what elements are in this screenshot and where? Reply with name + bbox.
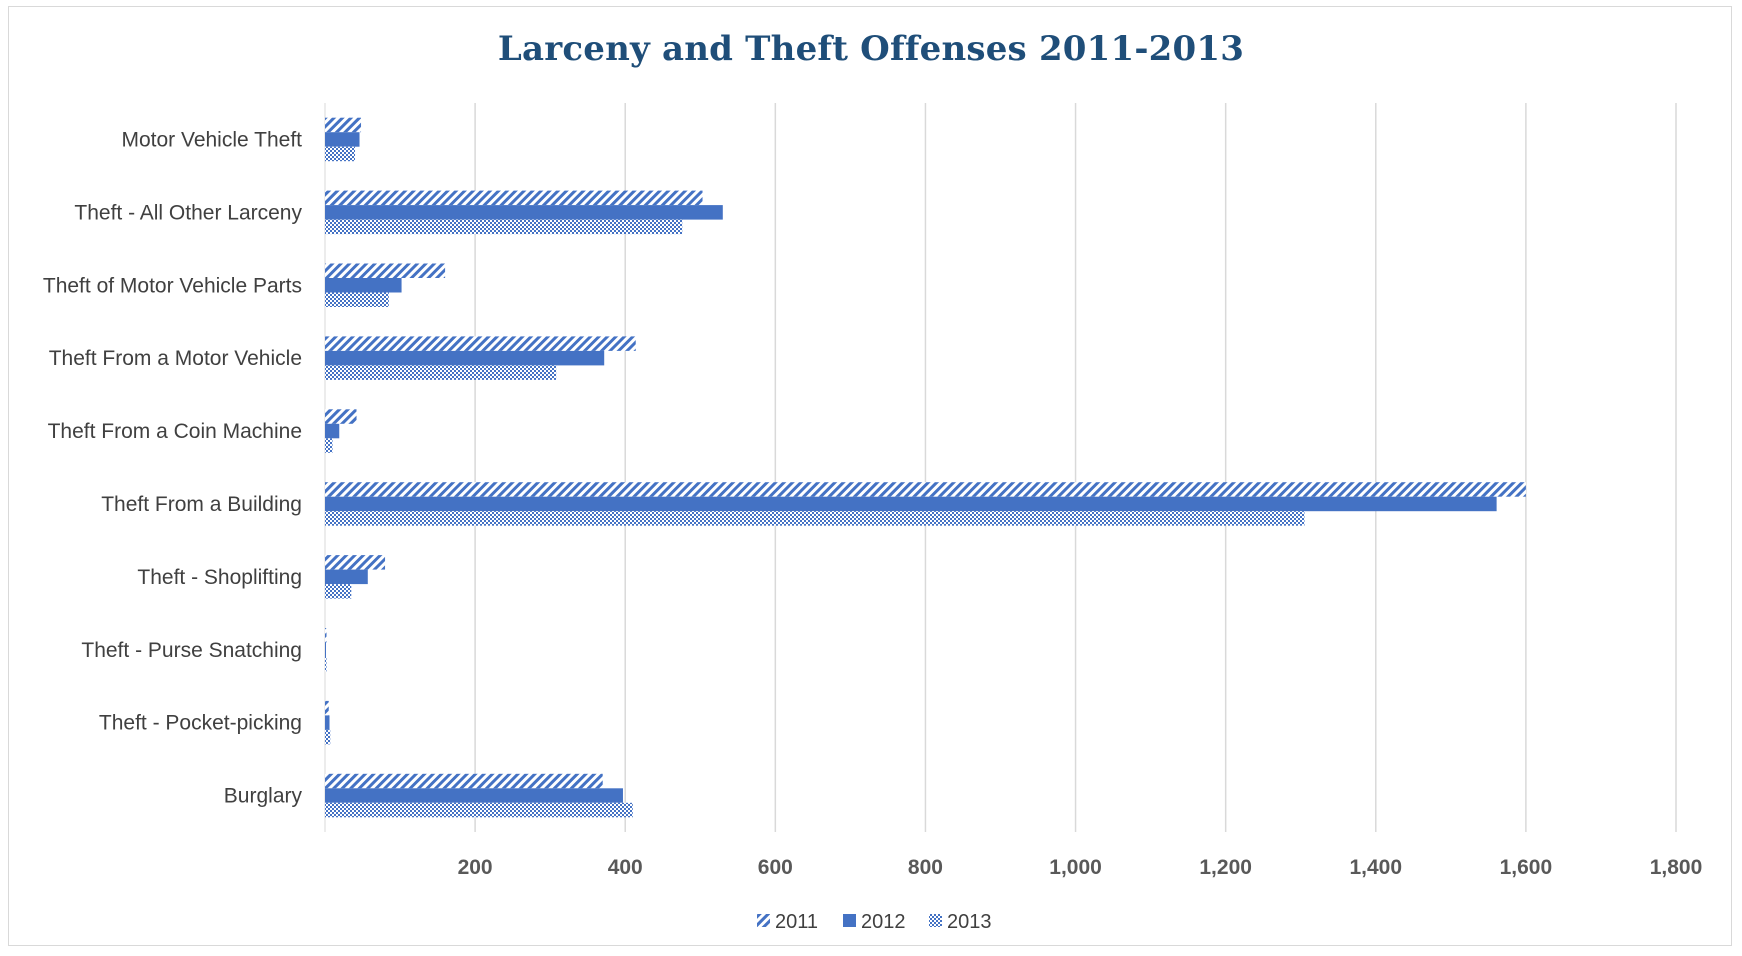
- bar-2013-theft-shoplifting: [325, 584, 352, 599]
- bar-2013-theft-all-other-larceny: [325, 219, 683, 235]
- category-labels: Motor Vehicle Theft Theft - All Other Lar…: [43, 128, 303, 807]
- bar-2012-theft-shoplifting: [325, 569, 368, 585]
- bar-2011-theft-purse-snatching: [325, 628, 327, 643]
- bar-2013-theft-from-a-motor-vehicle: [325, 365, 557, 380]
- bar-2011-burglary: [325, 773, 603, 789]
- bar-2011-theft-all-other-larceny: [325, 190, 703, 206]
- bar-2012-theft-of-motor-vehicle-parts: [325, 278, 402, 293]
- x-tick-label: 800: [908, 856, 943, 879]
- x-tick-label: 600: [758, 856, 793, 879]
- x-tick-label: 1,600: [1500, 856, 1553, 879]
- bar-2013-theft-from-a-building: [325, 511, 1305, 526]
- bar-2012-theft-from-a-motor-vehicle: [325, 350, 605, 366]
- bar-2011-theft-from-a-motor-vehicle: [325, 336, 636, 351]
- bars-layer: [325, 117, 1526, 818]
- bar-2012-motor-vehicle-theft: [325, 132, 360, 147]
- category-label-theft-of-motor-vehicle-parts: Theft of Motor Vehicle Parts: [43, 274, 302, 297]
- category-label-motor-vehicle-theft: Motor Vehicle Theft: [121, 128, 302, 151]
- bar-2011-theft-from-a-building: [325, 482, 1526, 497]
- bar-2012-burglary: [325, 788, 623, 803]
- bar-2013-theft-from-a-coin-machine: [325, 438, 333, 453]
- legend-label-2013: 2013: [947, 911, 992, 933]
- category-label-burglary: Burglary: [224, 785, 303, 808]
- category-label-theft-all-other-larceny: Theft - All Other Larceny: [74, 201, 302, 224]
- bar-2011-motor-vehicle-theft: [325, 117, 362, 133]
- bar-2011-theft-of-motor-vehicle-parts: [325, 263, 446, 278]
- bar-2013-theft-pocket-picking: [325, 729, 331, 745]
- chart-title: Larceny and Theft Offenses 2011-2013: [497, 29, 1245, 69]
- bar-2011-theft-shoplifting: [325, 555, 386, 570]
- bar-2012-theft-from-a-coin-machine: [325, 423, 340, 439]
- category-label-theft-from-a-coin-machine: Theft From a Coin Machine: [48, 420, 302, 443]
- bar-2012-theft-purse-snatching: [325, 642, 326, 657]
- bar-2013-theft-purse-snatching: [325, 657, 327, 672]
- legend-swatch-2012: [843, 914, 856, 927]
- grid-layer: [324, 103, 1677, 832]
- x-tick-label: 200: [458, 856, 493, 879]
- x-tick-label: 400: [608, 856, 643, 879]
- bar-2012-theft-from-a-building: [325, 496, 1497, 512]
- category-label-theft-from-a-building: Theft From a Building: [101, 493, 302, 516]
- x-tick-label: 1,400: [1349, 856, 1402, 879]
- bar-2011-theft-from-a-coin-machine: [325, 409, 357, 424]
- bar-2011-theft-pocket-picking: [325, 700, 329, 716]
- category-label-theft-pocket-picking: Theft - Pocket-picking: [99, 712, 302, 735]
- category-label-theft-from-a-motor-vehicle: Theft From a Motor Vehicle: [49, 347, 302, 370]
- x-tick-label: 1,200: [1199, 856, 1252, 879]
- bar-2013-burglary: [325, 802, 633, 818]
- bar-2013-motor-vehicle-theft: [325, 146, 356, 162]
- legend-swatch-2011: [757, 914, 770, 927]
- legend-label-2012: 2012: [861, 911, 906, 933]
- legend-label-2011: 2011: [775, 911, 818, 933]
- legend: 2011 2012 2013: [757, 911, 992, 933]
- bar-2013-theft-of-motor-vehicle-parts: [325, 292, 389, 307]
- category-label-theft-shoplifting: Theft - Shoplifting: [137, 566, 302, 589]
- bar-2012-theft-pocket-picking: [325, 715, 330, 730]
- x-tick-label: 1,800: [1650, 856, 1703, 879]
- legend-swatch-2013: [929, 914, 942, 927]
- x-tick-label: 1,000: [1049, 856, 1102, 879]
- chart-frame: Larceny and Theft Offenses 2011-2013: [8, 6, 1732, 946]
- category-label-theft-purse-snatching: Theft - Purse Snatching: [81, 639, 302, 662]
- tick-labels: 200 400 600 800 1,000 1,200 1,400 1,600 1,800: [458, 856, 1703, 879]
- bar-2012-theft-all-other-larceny: [325, 205, 723, 220]
